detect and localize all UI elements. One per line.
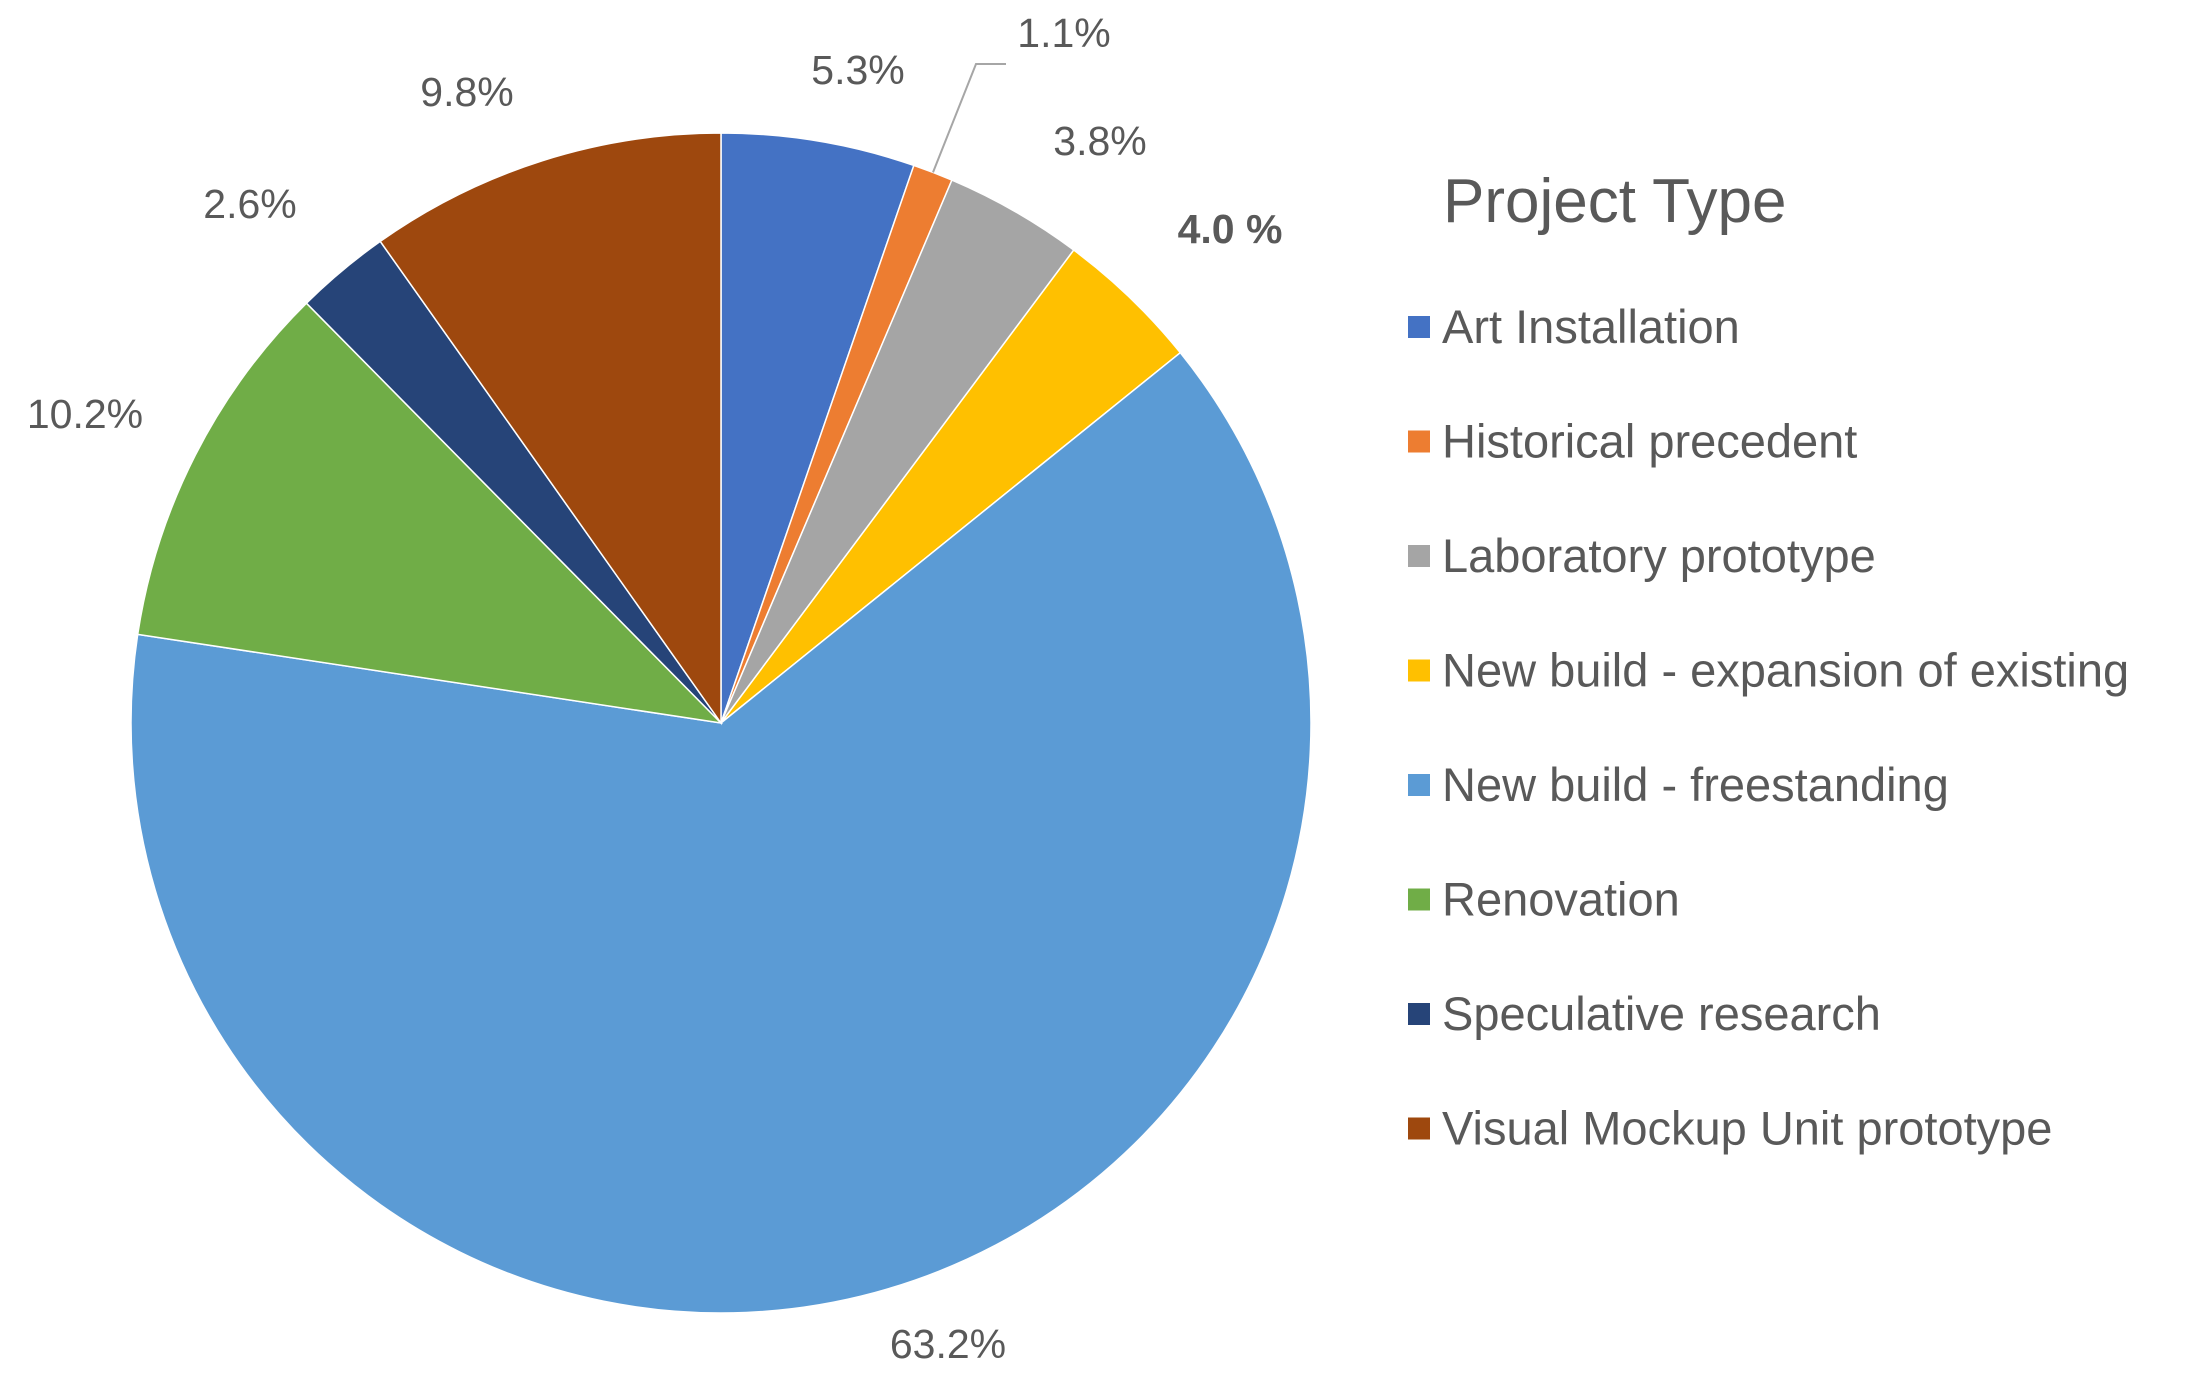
legend-item-new-build-expansion-of-existing: New build - expansion of existing [1408, 644, 2129, 697]
data-label-new-build-expansion-of-existing: 4.0 % [1178, 206, 1283, 252]
pie-slice-renovation [136, 302, 724, 725]
legend-item-speculative-research: Speculative research [1408, 987, 1881, 1040]
legend-label-speculative-research: Speculative research [1442, 987, 1881, 1040]
legend-swatch-new-build-freestanding [1408, 774, 1430, 796]
legend-item-new-build-freestanding: New build - freestanding [1408, 758, 1949, 811]
legend-swatch-historical-precedent [1408, 430, 1430, 453]
data-labels: 5.3% 1.1% 3.8% 4.0 % 63.2% 10.2% 2.6% 9.8% [27, 10, 1283, 1367]
legend-label-laboratory-prototype: Laboratory prototype [1442, 529, 1876, 582]
legend-label-renovation: Renovation [1442, 873, 1680, 926]
legend-label-new-build-expansion-of-existing: New build - expansion of existing [1442, 644, 2129, 697]
legend-swatch-visual-mockup-unit-prototype [1408, 1117, 1430, 1140]
legend-item-renovation: Renovation [1408, 873, 1680, 926]
legend-label-visual-mockup-unit-prototype: Visual Mockup Unit prototype [1442, 1102, 2052, 1155]
legend-swatch-laboratory-prototype [1408, 545, 1430, 567]
legend-swatch-art-installation [1408, 316, 1430, 338]
legend-item-visual-mockup-unit-prototype: Visual Mockup Unit prototype [1408, 1102, 2052, 1155]
legend: Project Type Art Installation Historical … [1408, 167, 2129, 1155]
legend-title: Project Type [1443, 167, 1786, 236]
legend-item-art-installation: Art Installation [1408, 300, 1740, 353]
legend-swatch-speculative-research [1408, 1003, 1430, 1025]
leader-lines [932, 63, 1006, 173]
pie-slice-art-installation [720, 132, 915, 724]
leader-line-historical-precedent [932, 63, 1006, 173]
legend-item-laboratory-prototype: Laboratory prototype [1408, 529, 1876, 582]
legend-label-historical-precedent: Historical precedent [1442, 415, 1857, 468]
data-label-laboratory-prototype: 3.8% [1053, 118, 1146, 164]
pie-slice-visual-mockup-unit-prototype [379, 132, 722, 726]
pie-slices [130, 132, 1312, 1314]
legend-label-new-build-freestanding: New build - freestanding [1442, 758, 1949, 811]
legend-label-art-installation: Art Installation [1442, 300, 1740, 353]
legend-swatch-new-build-expansion-of-existing [1408, 659, 1430, 682]
legend-item-historical-precedent: Historical precedent [1408, 415, 1857, 468]
data-label-visual-mockup-unit-prototype: 9.8% [420, 69, 513, 115]
data-label-speculative-research: 2.6% [203, 181, 296, 227]
data-label-art-installation: 5.3% [811, 47, 904, 93]
data-label-historical-precedent: 1.1% [1017, 10, 1110, 56]
data-label-renovation: 10.2% [27, 391, 143, 437]
data-label-new-build-freestanding: 63.2% [890, 1321, 1006, 1367]
legend-swatch-renovation [1408, 888, 1430, 911]
pie-slice-new-build-freestanding [130, 351, 1312, 1314]
